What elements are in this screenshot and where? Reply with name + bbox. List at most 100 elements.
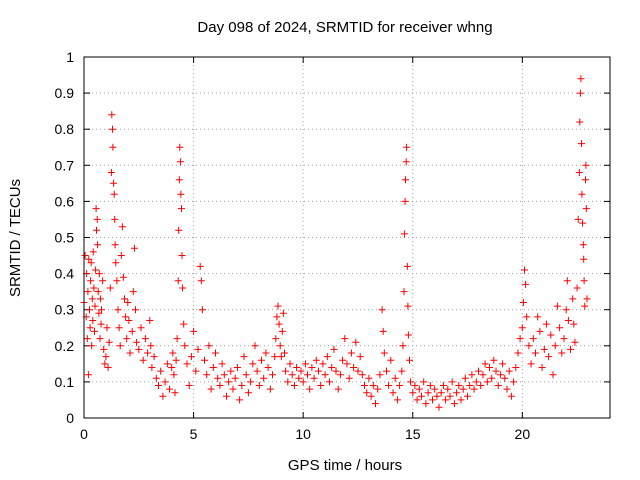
data-point xyxy=(563,277,571,285)
data-point xyxy=(172,356,180,364)
data-point xyxy=(144,349,152,357)
data-point xyxy=(110,179,118,187)
data-point xyxy=(236,396,244,404)
data-point xyxy=(336,371,344,379)
data-point xyxy=(209,364,217,371)
data-point xyxy=(583,295,591,303)
data-point xyxy=(238,382,246,389)
data-point xyxy=(402,176,409,184)
y-tick-label: 0.3 xyxy=(55,302,75,318)
data-point xyxy=(273,313,281,321)
data-point xyxy=(205,342,213,350)
data-point xyxy=(575,169,583,176)
data-point xyxy=(192,367,200,375)
data-point xyxy=(310,374,318,382)
data-point xyxy=(109,143,117,151)
data-point xyxy=(201,356,208,364)
data-point xyxy=(527,360,535,368)
data-point xyxy=(118,223,126,231)
data-point xyxy=(407,378,415,386)
data-point xyxy=(401,197,409,205)
data-point xyxy=(176,143,184,151)
data-point xyxy=(422,400,430,408)
data-point xyxy=(87,277,95,285)
data-point xyxy=(175,176,183,184)
data-point xyxy=(529,335,537,343)
data-point xyxy=(93,215,101,223)
data-point xyxy=(132,306,139,314)
data-point xyxy=(203,371,211,379)
data-point xyxy=(190,327,198,335)
y-axis-label: SRMTID / TECUs xyxy=(7,179,24,297)
data-point xyxy=(110,190,118,198)
data-point xyxy=(574,215,582,223)
data-point xyxy=(266,385,274,393)
data-point xyxy=(93,226,100,234)
data-point xyxy=(415,385,423,393)
data-point xyxy=(295,374,303,382)
data-point xyxy=(442,396,450,404)
data-point xyxy=(105,338,113,346)
data-point xyxy=(363,389,371,397)
data-point xyxy=(260,374,268,382)
data-point xyxy=(400,288,408,296)
data-point xyxy=(339,356,347,364)
data-point xyxy=(187,353,195,361)
data-point xyxy=(437,389,445,397)
data-point xyxy=(176,158,184,166)
data-point xyxy=(84,288,92,296)
data-point xyxy=(301,360,309,368)
data-point xyxy=(323,353,331,361)
data-point xyxy=(372,400,379,408)
data-point xyxy=(282,367,290,375)
data-point xyxy=(470,385,478,393)
data-point xyxy=(251,342,259,350)
data-point xyxy=(258,356,265,364)
data-point xyxy=(174,277,182,285)
data-point xyxy=(255,382,263,389)
data-point xyxy=(369,382,377,389)
data-point xyxy=(492,367,500,375)
data-point xyxy=(141,335,149,343)
data-point xyxy=(85,255,93,263)
data-point xyxy=(518,324,526,332)
data-point xyxy=(332,367,340,375)
data-point xyxy=(133,338,141,346)
data-point xyxy=(512,364,520,371)
data-point xyxy=(558,349,566,357)
data-point xyxy=(249,360,257,368)
data-point xyxy=(581,302,589,310)
y-tick-label: 1 xyxy=(66,49,74,65)
data-point xyxy=(163,360,171,368)
data-point xyxy=(130,244,138,252)
data-point xyxy=(321,371,329,379)
data-point xyxy=(101,360,109,368)
data-point xyxy=(95,270,103,278)
data-point xyxy=(354,367,362,375)
data-point xyxy=(147,342,155,350)
data-point xyxy=(115,324,123,332)
y-tick-label: 0.9 xyxy=(55,85,75,101)
x-tick-label: 0 xyxy=(80,426,88,442)
data-point xyxy=(102,353,110,361)
data-point xyxy=(403,262,411,270)
data-point xyxy=(278,327,286,335)
data-point xyxy=(284,378,292,386)
data-point xyxy=(404,302,412,310)
data-point xyxy=(262,349,270,357)
data-point xyxy=(81,252,89,259)
data-point xyxy=(100,345,108,353)
data-point xyxy=(503,385,511,393)
data-point xyxy=(393,396,401,404)
data-point xyxy=(98,306,105,314)
data-point xyxy=(406,356,413,364)
data-point xyxy=(194,345,202,353)
data-point xyxy=(549,371,557,379)
data-point xyxy=(579,219,587,227)
data-point xyxy=(178,205,185,213)
data-point xyxy=(103,324,111,332)
data-point xyxy=(181,342,189,350)
data-point xyxy=(180,320,188,328)
data-point xyxy=(383,367,390,375)
